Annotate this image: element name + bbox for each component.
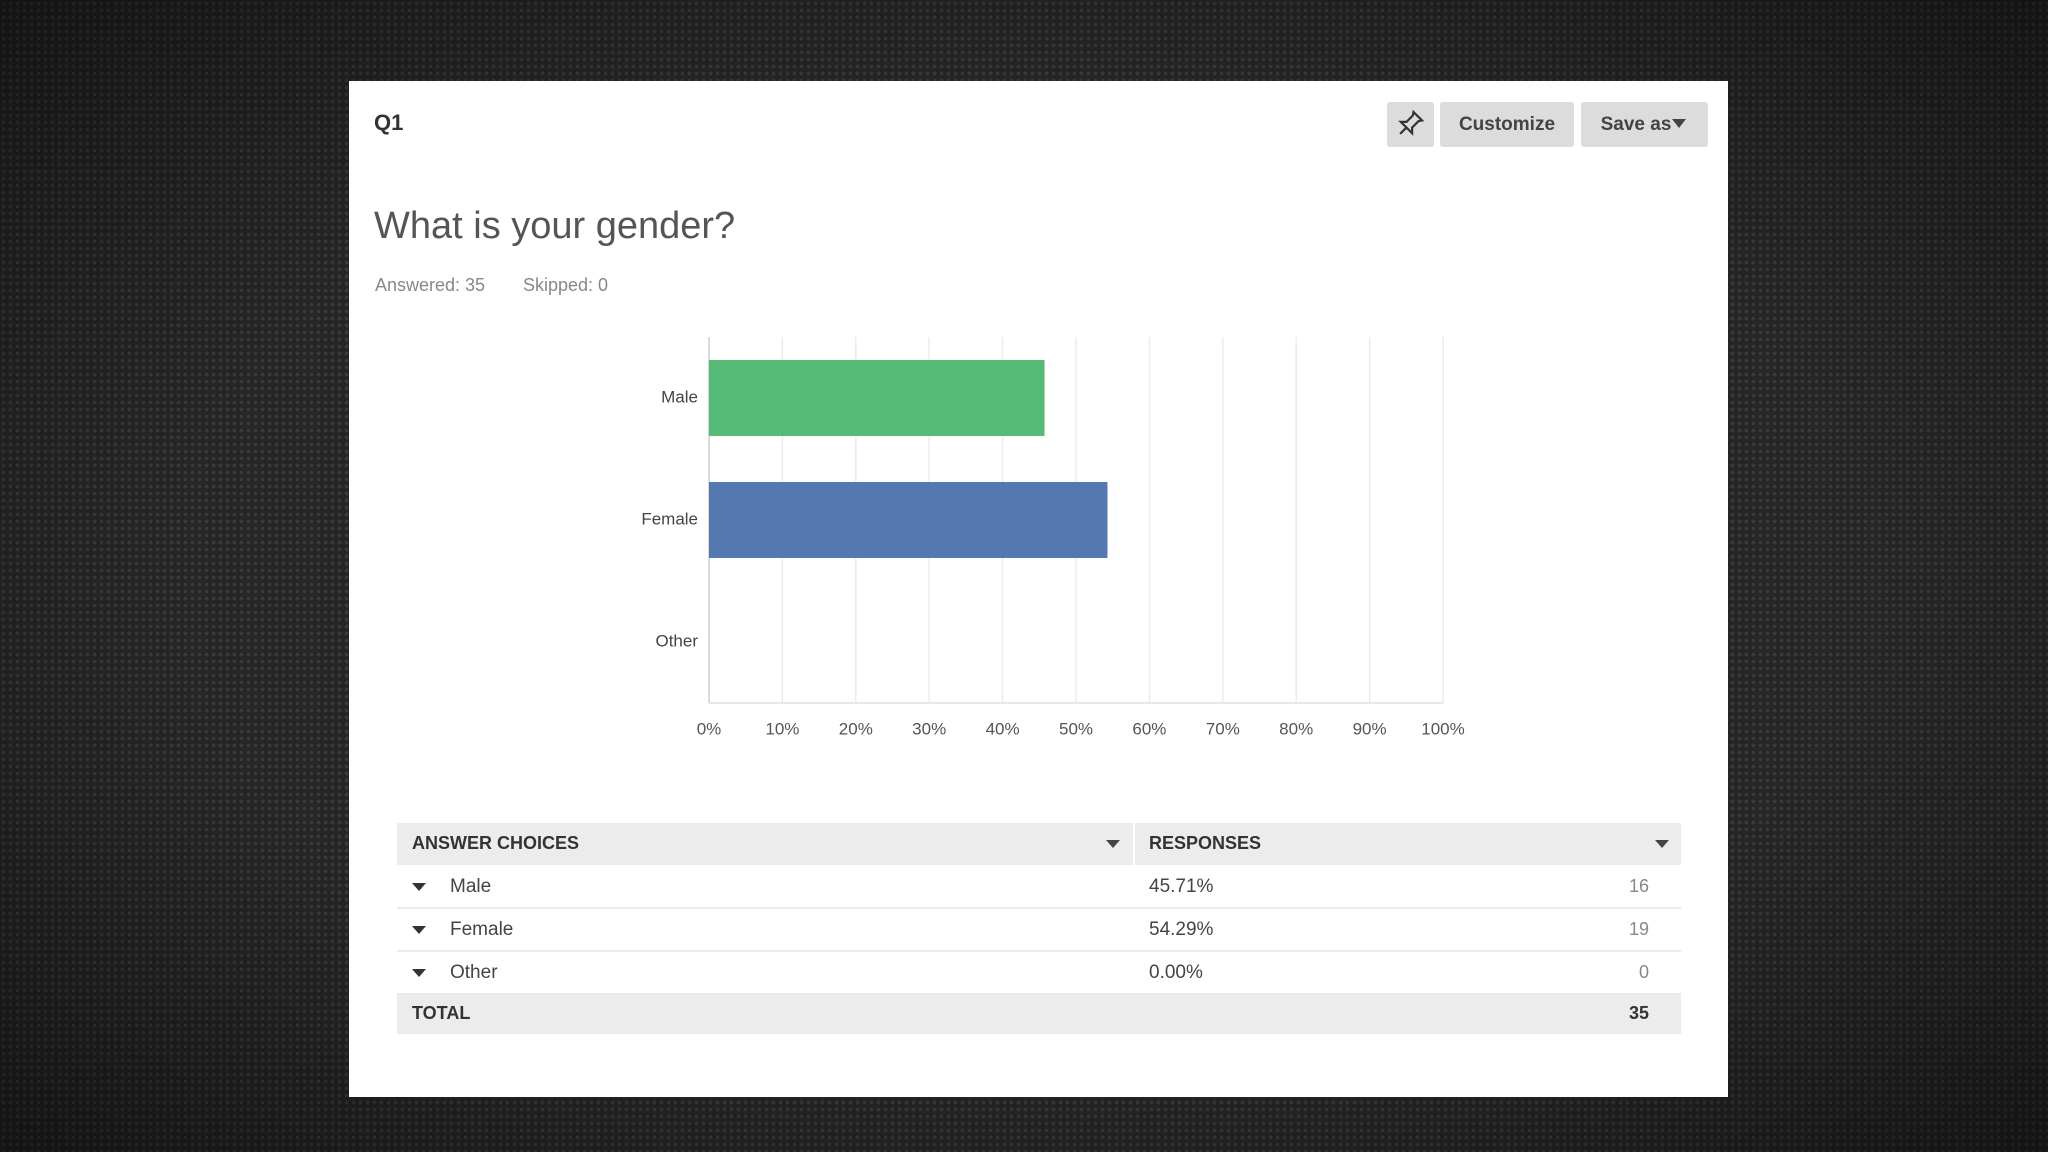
x-tick-label: 20% bbox=[839, 719, 873, 738]
table-header bbox=[397, 823, 1681, 865]
x-tick-label: 30% bbox=[912, 719, 946, 738]
total-row bbox=[397, 994, 1681, 1034]
bar bbox=[709, 482, 1108, 558]
card bbox=[349, 81, 1728, 1097]
x-tick-label: 10% bbox=[765, 719, 799, 738]
x-tick-label: 70% bbox=[1206, 719, 1240, 738]
answer-choice: Male bbox=[450, 876, 491, 897]
response-percent: 0.00% bbox=[1149, 962, 1203, 983]
column-header: ANSWER CHOICES bbox=[412, 833, 579, 853]
expand-arrow bbox=[412, 883, 426, 891]
column-header: RESPONSES bbox=[1149, 833, 1261, 853]
x-tick-label: 80% bbox=[1279, 719, 1313, 738]
x-tick-label: 90% bbox=[1353, 719, 1387, 738]
dropdown-arrow bbox=[1672, 119, 1686, 128]
customize-button[interactable] bbox=[1440, 102, 1574, 147]
save-as-button[interactable] bbox=[1581, 102, 1708, 147]
response-count: 16 bbox=[1629, 876, 1649, 896]
pin-icon bbox=[1398, 109, 1425, 136]
x-tick-label: 40% bbox=[986, 719, 1020, 738]
sort-arrow[interactable] bbox=[1106, 840, 1120, 848]
expand-arrow bbox=[412, 926, 426, 934]
total-label: TOTAL bbox=[412, 1003, 470, 1023]
answer-choice: Female bbox=[450, 919, 513, 940]
sort-arrow[interactable] bbox=[1655, 840, 1669, 848]
question-id: Q1 bbox=[374, 110, 403, 135]
total-count: 35 bbox=[1629, 1003, 1649, 1023]
bar bbox=[709, 360, 1045, 436]
pin-button[interactable] bbox=[1387, 102, 1434, 147]
x-tick-label: 100% bbox=[1421, 719, 1464, 738]
y-tick-label: Male bbox=[661, 387, 698, 406]
response-count: 0 bbox=[1639, 962, 1649, 982]
y-tick-label: Other bbox=[655, 631, 698, 650]
question-title: What is your gender? bbox=[374, 205, 735, 247]
y-tick-label: Female bbox=[641, 509, 698, 528]
skipped-count: Skipped: 0 bbox=[523, 275, 608, 295]
button-label: Customize bbox=[1459, 114, 1555, 135]
answered-count: Answered: 35 bbox=[375, 275, 485, 295]
x-tick-label: 0% bbox=[697, 719, 722, 738]
response-percent: 45.71% bbox=[1149, 876, 1214, 897]
button-label: Save as bbox=[1601, 114, 1672, 135]
response-percent: 54.29% bbox=[1149, 919, 1214, 940]
x-tick-label: 50% bbox=[1059, 719, 1093, 738]
x-tick-label: 60% bbox=[1132, 719, 1166, 738]
expand-arrow bbox=[412, 969, 426, 977]
answer-choice: Other bbox=[450, 962, 498, 983]
response-count: 19 bbox=[1629, 919, 1649, 939]
